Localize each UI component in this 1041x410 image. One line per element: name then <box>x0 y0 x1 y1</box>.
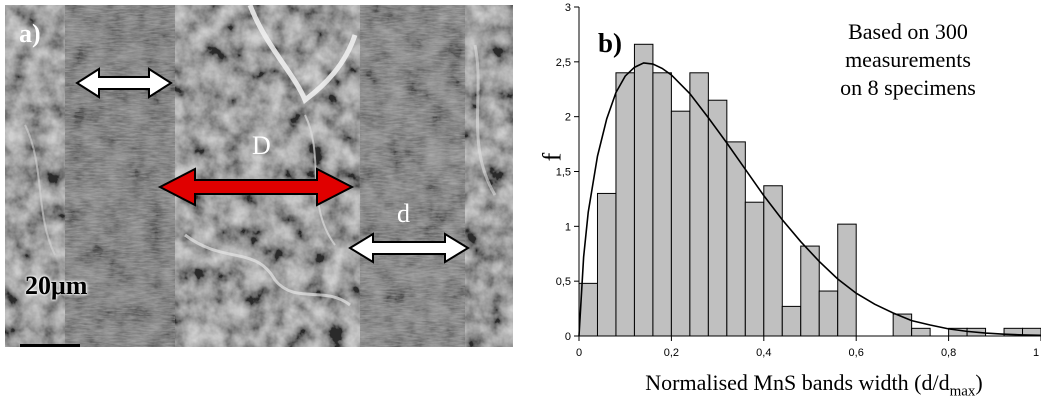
y-axis-ticks: 0 0,5 1 1,5 2 2,5 3 <box>556 2 579 343</box>
histogram-bar-3 <box>633 43 654 337</box>
y-tick-label: 2 <box>565 112 571 124</box>
y-axis-label: f <box>537 152 567 162</box>
histogram-bar-18 <box>911 327 931 337</box>
panel-b-label: b) <box>598 28 623 58</box>
y-tick-label: 3 <box>565 2 571 14</box>
x-tick-label: 0,2 <box>664 347 679 359</box>
histogram-bar-2 <box>615 72 635 337</box>
histogram-bar-13 <box>818 290 839 337</box>
y-tick-label: 2,5 <box>556 57 571 69</box>
x-tick-label: 0 <box>576 347 582 359</box>
histogram-bar-1 <box>596 192 617 337</box>
annotation-line-1: Based on 300 <box>848 19 968 44</box>
histogram-bar-7 <box>707 99 728 337</box>
histogram-chart: 0 0,2 0,4 0,6 0,8 1 0 0,5 1 1,5 2 2,5 3 <box>556 2 1041 359</box>
sem-micrograph-panel: a) D d 20μm <box>5 5 513 347</box>
x-axis-label-subscript: max <box>949 383 976 400</box>
measurement-arrows <box>75 67 470 264</box>
histogram-bar-11 <box>781 305 802 337</box>
sem-micrograph-image <box>5 5 513 347</box>
fit-curve-group <box>578 62 1041 337</box>
feature-label-D: D <box>252 131 271 160</box>
annotation-line-3: on 8 specimens <box>840 75 976 100</box>
x-axis-label-close: ) <box>975 370 983 395</box>
histogram-bar-14 <box>837 223 857 337</box>
panel-a-label: a) <box>19 19 41 48</box>
x-axis-ticks: 0 0,2 0,4 0,6 0,8 1 <box>576 336 1041 359</box>
feature-label-d: d <box>397 199 410 228</box>
histogram-panel: 0 0,2 0,4 0,6 0,8 1 0 0,5 1 1,5 2 2,5 3 b) Based on… <box>520 0 1041 410</box>
histogram-bar-9 <box>744 201 765 337</box>
histogram-bar-6 <box>689 72 709 337</box>
scale-bar <box>20 344 80 347</box>
histogram-bar-5 <box>670 110 691 337</box>
y-tick-label: 1 <box>565 221 571 233</box>
x-tick-label: 1 <box>1033 347 1039 359</box>
fit-curve-line <box>578 62 1041 337</box>
annotation-line-2: measurements <box>845 47 971 72</box>
x-axis-label-main: Normalised MnS bands width (d/d <box>645 370 950 395</box>
y-tick-label: 1,5 <box>556 167 571 179</box>
y-tick-label: 0,5 <box>556 276 571 288</box>
white-arrow-d <box>348 232 470 264</box>
scale-bar-label: 20μm <box>25 271 88 300</box>
red-arrow-D <box>157 167 355 207</box>
sample-size-annotation: Based on 300 measurements on 8 specimens <box>798 18 1018 102</box>
x-axis-label: Normalised MnS bands width (d/dmax) <box>574 370 1041 400</box>
x-tick-label: 0,6 <box>849 347 864 359</box>
white-arrow-upper <box>75 67 173 99</box>
x-tick-label: 0,8 <box>941 347 956 359</box>
histogram-bar-4 <box>652 72 672 337</box>
y-tick-label: 0 <box>565 331 571 343</box>
x-tick-label: 0,4 <box>756 347 771 359</box>
histogram-bar-8 <box>726 141 746 337</box>
